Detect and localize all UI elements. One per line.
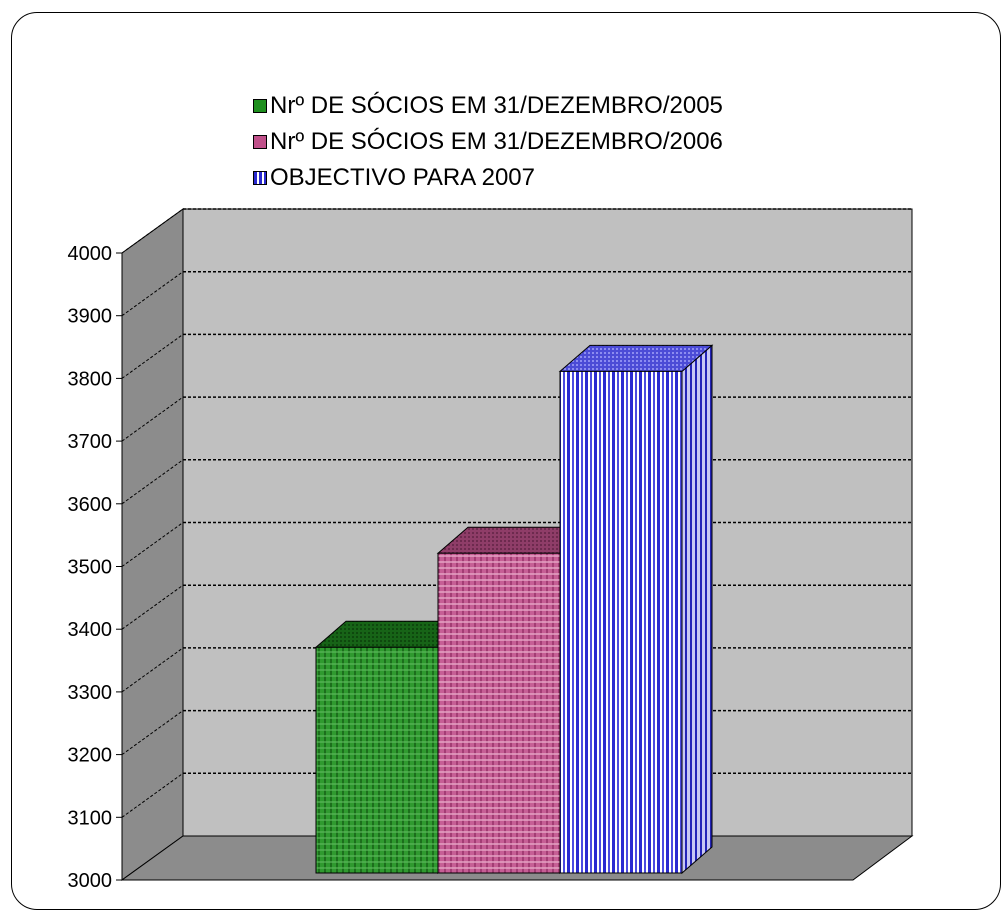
gridline-side <box>121 522 184 567</box>
gridline-side <box>121 333 184 379</box>
y-tick-label: 3400 <box>68 619 113 641</box>
legend-item-2006: Nrº DE SÓCIOS EM 31/DEZEMBRO/2006 <box>253 124 723 160</box>
legend: Nrº DE SÓCIOS EM 31/DEZEMBRO/2005 Nrº DE… <box>253 88 723 196</box>
y-tick-label: 3200 <box>68 745 113 767</box>
bar-front-2006 <box>437 552 561 874</box>
legend-label-2006: Nrº DE SÓCIOS EM 31/DEZEMBRO/2006 <box>270 128 723 155</box>
y-tick-label: 3700 <box>68 431 113 453</box>
bar-side-2007 <box>681 344 713 875</box>
legend-item-2007: OBJECTIVO PARA 2007 <box>253 160 723 196</box>
gridline-side <box>121 647 184 693</box>
legend-item-2005: Nrº DE SÓCIOS EM 31/DEZEMBRO/2005 <box>253 88 723 124</box>
gridline-side <box>121 459 184 505</box>
bar-front-2005 <box>315 646 439 874</box>
bar-2007 <box>558 344 714 875</box>
gridline-side <box>121 396 184 442</box>
y-tick-label: 3500 <box>68 557 113 579</box>
gridline-side <box>121 208 184 254</box>
legend-label-2005: Nrº DE SÓCIOS EM 31/DEZEMBRO/2005 <box>270 92 723 119</box>
legend-label-2007: OBJECTIVO PARA 2007 <box>270 164 535 191</box>
bar-front-2007 <box>559 370 683 874</box>
y-tick-label: 3600 <box>68 494 113 516</box>
y-tick-label: 3900 <box>68 306 113 328</box>
gridline-side <box>121 584 184 630</box>
y-tick-label: 3800 <box>68 368 113 390</box>
legend-swatch-2005 <box>253 99 267 113</box>
y-tick-label: 3100 <box>68 807 113 829</box>
y-tick-label: 3300 <box>68 682 113 704</box>
legend-swatch-2006 <box>253 135 267 149</box>
gridline-side <box>121 271 184 317</box>
gridline-side <box>121 710 184 756</box>
y-tick-label: 3000 <box>68 870 113 892</box>
gridline-side <box>121 772 184 818</box>
legend-swatch-2007 <box>253 171 267 185</box>
y-tick-label: 4000 <box>68 243 113 265</box>
